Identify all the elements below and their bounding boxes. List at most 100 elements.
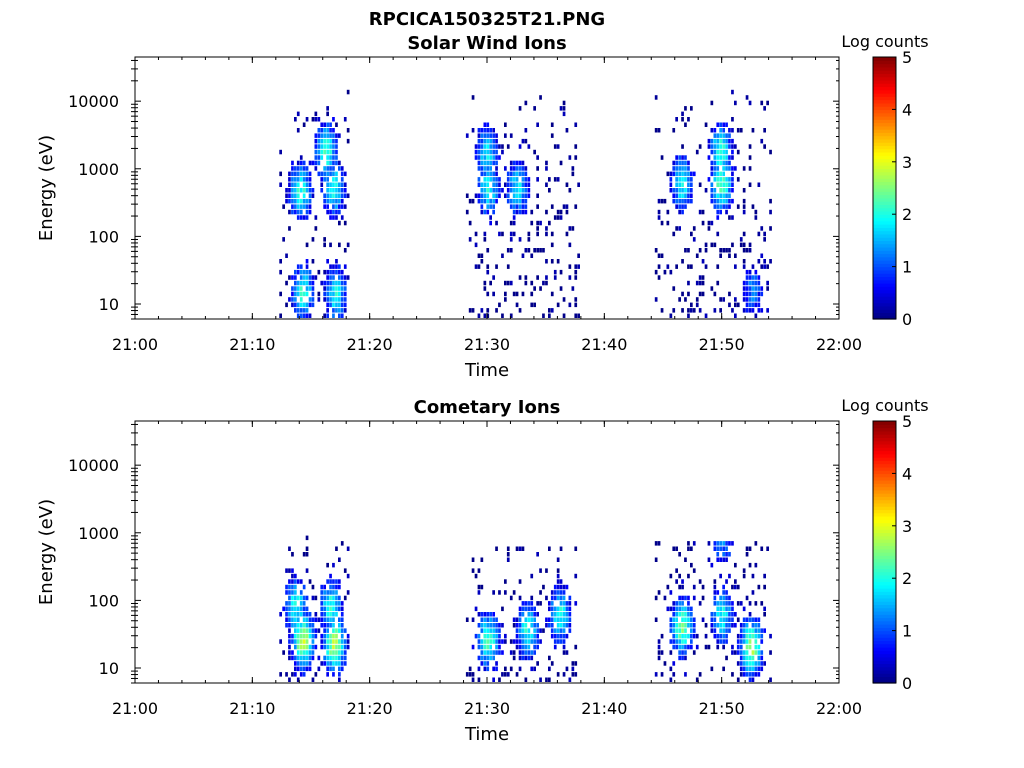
colorbar-swatch: [873, 96, 896, 101]
heatmap-cell: [317, 666, 321, 672]
heatmap-cell: [343, 568, 347, 573]
heatmap-cell: [657, 590, 661, 595]
heatmap-cell: [687, 248, 690, 253]
heatmap-cell: [308, 160, 312, 166]
heatmap-cell: [725, 601, 728, 606]
heatmap-cell: [562, 606, 566, 612]
heatmap-cell: [542, 248, 545, 253]
heatmap-cell: [299, 308, 303, 313]
heatmap-cell: [515, 193, 519, 198]
colorbar-swatch: [873, 486, 896, 491]
heatmap-cell: [550, 595, 554, 601]
heatmap-cell: [486, 155, 490, 160]
heatmap-cell: [335, 286, 338, 291]
heatmap-cell: [530, 302, 534, 308]
heatmap-cell: [681, 644, 684, 650]
heatmap-cell: [314, 138, 318, 144]
heatmap-cell: [332, 606, 335, 612]
heatmap-cell: [288, 617, 291, 622]
heatmap-cell: [739, 661, 743, 666]
heatmap-cell: [556, 302, 560, 308]
heatmap-cell: [299, 171, 303, 177]
heatmap-cell: [477, 193, 481, 198]
heatmap-cell: [480, 308, 484, 313]
colorbar-swatch: [873, 424, 896, 429]
heatmap-cell: [562, 590, 566, 595]
heatmap-cell: [763, 231, 766, 237]
heatmap-cell: [568, 612, 572, 617]
heatmap-cell: [477, 133, 481, 138]
heatmap-cell: [684, 644, 687, 650]
heatmap-cell: [559, 617, 563, 622]
heatmap-cell: [565, 584, 569, 590]
panel1-title: Solar Wind Ions: [407, 33, 566, 54]
heatmap-cell: [332, 149, 335, 155]
heatmap-cell: [678, 644, 681, 650]
heatmap-cell: [311, 677, 315, 682]
heatmap-cell: [486, 177, 490, 182]
heatmap-cell: [474, 231, 478, 237]
heatmap-cell: [504, 193, 507, 198]
heatmap-cell: [296, 171, 300, 177]
heatmap-cell: [559, 286, 563, 291]
colorbar-swatch: [873, 479, 896, 484]
heatmap-cell: [725, 149, 728, 155]
heatmap-cell: [518, 198, 522, 204]
heatmap-cell: [527, 231, 531, 237]
heatmap-cell: [731, 149, 734, 155]
heatmap-cell: [530, 280, 534, 286]
colorbar-swatch: [873, 305, 896, 310]
heatmap-cell: [710, 617, 714, 622]
heatmap-cell: [489, 171, 492, 177]
heatmap-cell: [710, 612, 714, 617]
heatmap-cell: [495, 160, 498, 166]
heatmap-cell: [728, 573, 731, 579]
heatmap-cell: [288, 650, 291, 655]
heatmap-cell: [320, 122, 324, 127]
heatmap-cell: [329, 612, 332, 617]
heatmap-cell: [332, 133, 335, 138]
heatmap-cell: [329, 122, 332, 127]
heatmap-cell: [326, 106, 329, 111]
heatmap-cell: [492, 623, 495, 628]
colorbar-swatch: [873, 646, 896, 651]
heatmap-cell: [530, 666, 534, 672]
heatmap-cell: [311, 259, 315, 264]
heatmap-cell: [556, 177, 560, 182]
heatmap-cell: [716, 149, 720, 155]
heatmap-cell: [299, 590, 303, 595]
heatmap-cell: [681, 628, 684, 633]
heatmap-cell: [672, 128, 676, 133]
heatmap-cell: [317, 269, 321, 275]
heatmap-cell: [518, 650, 522, 655]
heatmap-cell: [748, 286, 752, 291]
heatmap-cell: [279, 149, 282, 155]
heatmap-cell: [725, 133, 728, 138]
heatmap-cell: [713, 628, 717, 633]
heatmap-cell: [684, 595, 687, 601]
heatmap-cell: [299, 280, 303, 286]
heatmap-cell: [492, 666, 495, 672]
heatmap-cell: [492, 633, 495, 639]
heatmap-cell: [548, 177, 551, 182]
heatmap-cell: [323, 286, 326, 291]
heatmap-cell: [553, 595, 557, 601]
heatmap-cell: [719, 182, 722, 187]
heatmap-cell: [288, 628, 291, 633]
heatmap-cell: [734, 650, 737, 655]
colorbar-swatch: [873, 620, 896, 625]
heatmap-cell: [684, 204, 687, 209]
heatmap-cell: [521, 182, 525, 187]
heatmap-cell: [695, 644, 699, 650]
heatmap-cell: [562, 204, 566, 209]
heatmap-cell: [329, 275, 332, 280]
colorbar-swatch: [873, 201, 896, 205]
heatmap-cell: [480, 612, 484, 617]
heatmap-cell: [338, 661, 341, 666]
heatmap-cell: [769, 633, 772, 639]
heatmap-cell: [323, 291, 326, 297]
heatmap-cell: [562, 628, 566, 633]
colorbar-swatch: [873, 421, 896, 425]
heatmap-cell: [296, 193, 300, 198]
heatmap-cell: [512, 166, 516, 171]
